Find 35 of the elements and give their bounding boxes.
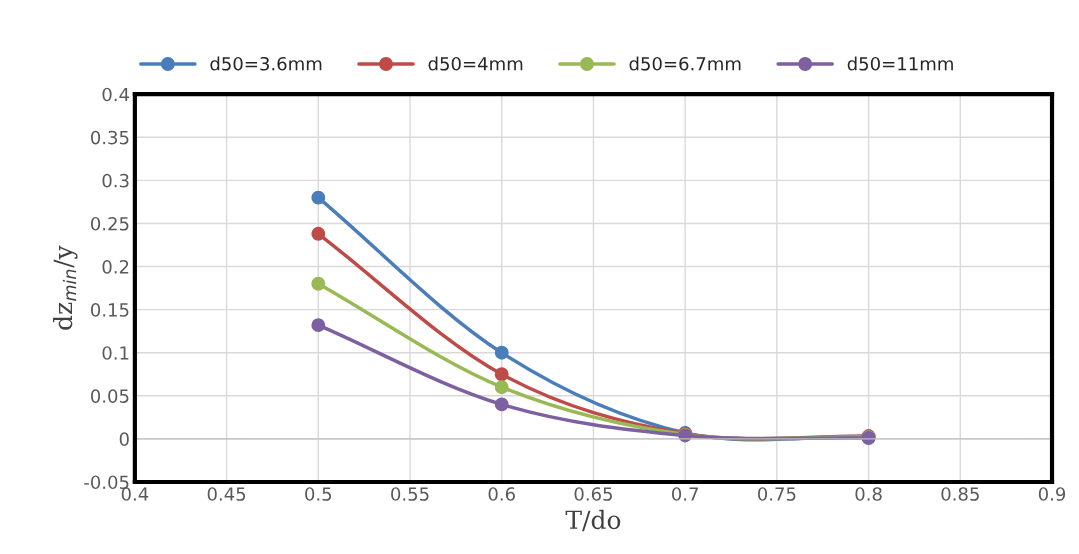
y-tick-label: 0: [119, 432, 129, 447]
point: [494, 345, 509, 360]
x-tick-label: 0.65: [574, 487, 612, 501]
y-tick-label: 0.2: [102, 259, 129, 274]
x-tick-label: 0.45: [207, 487, 246, 501]
x-tick-label: 0.85: [941, 487, 979, 501]
y-tick-label: 0.4: [102, 87, 129, 102]
point: [494, 367, 509, 382]
x-tick-label: 0.5: [305, 487, 332, 501]
legend-label: d50=3.6mm: [210, 56, 322, 71]
y-axis-title: dz$_{min}$/y: [52, 245, 78, 330]
point: [311, 318, 326, 333]
y-tick-label: 0.05: [91, 389, 129, 403]
y-tick-label: 0.15: [91, 303, 129, 317]
legend-label: d50=4mm: [428, 56, 523, 71]
x-tick-label: 0.55: [391, 487, 429, 501]
x-tick-label: 0.6: [488, 487, 515, 501]
point: [494, 397, 509, 412]
y-tick-label: 0.1: [102, 346, 129, 360]
y-tick-label: -0.05: [84, 475, 129, 490]
point: [311, 190, 326, 205]
y-tick-label: 0.35: [91, 130, 129, 145]
x-tick-label: 0.8: [855, 487, 882, 501]
y-tick-label: 0.25: [91, 216, 129, 231]
x-tick-label: 0.4: [121, 487, 149, 501]
x-axis-title: T/do: [565, 509, 621, 532]
point: [311, 276, 326, 291]
point: [311, 226, 326, 241]
legend-label: d50=11mm: [847, 56, 953, 71]
point: [494, 380, 509, 395]
x-tick-label: 0.7: [672, 487, 698, 501]
x-tick-label: 0.75: [757, 487, 796, 501]
legend-label: d50=6.7mm: [629, 56, 741, 71]
x-tick-label: 0.9: [1038, 487, 1066, 501]
y-tick-label: 0.3: [102, 173, 129, 188]
